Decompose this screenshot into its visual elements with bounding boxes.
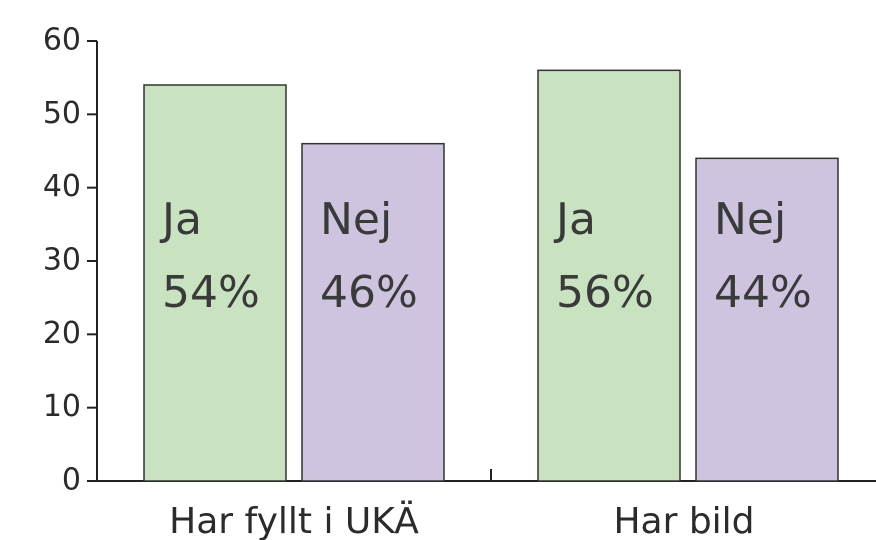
y-tick-label: 10 <box>43 389 81 424</box>
bar-value-label: 56% <box>556 267 654 318</box>
bar-series-label: Nej <box>714 194 786 245</box>
x-tick-label: Har fyllt i UKÄ <box>169 500 419 540</box>
bar <box>143 84 287 482</box>
bar <box>301 142 445 482</box>
bar-series-label: Nej <box>320 194 392 245</box>
bar-series-label: Ja <box>553 194 596 245</box>
y-tick-label: 60 <box>43 23 81 58</box>
y-tick-label: 50 <box>43 96 81 131</box>
bar <box>695 157 839 482</box>
y-tick-label: 30 <box>43 243 81 278</box>
y-tick-label: 20 <box>43 316 81 351</box>
bar-series-label: Ja <box>159 194 202 245</box>
bar-value-label: 54% <box>162 267 260 318</box>
y-tick-label: 0 <box>62 463 81 498</box>
bar-value-label: 44% <box>714 267 812 318</box>
x-tick-label: Har bild <box>613 501 754 540</box>
bar-value-label: 46% <box>320 267 418 318</box>
bar <box>537 69 681 482</box>
y-tick-label: 40 <box>43 169 81 204</box>
